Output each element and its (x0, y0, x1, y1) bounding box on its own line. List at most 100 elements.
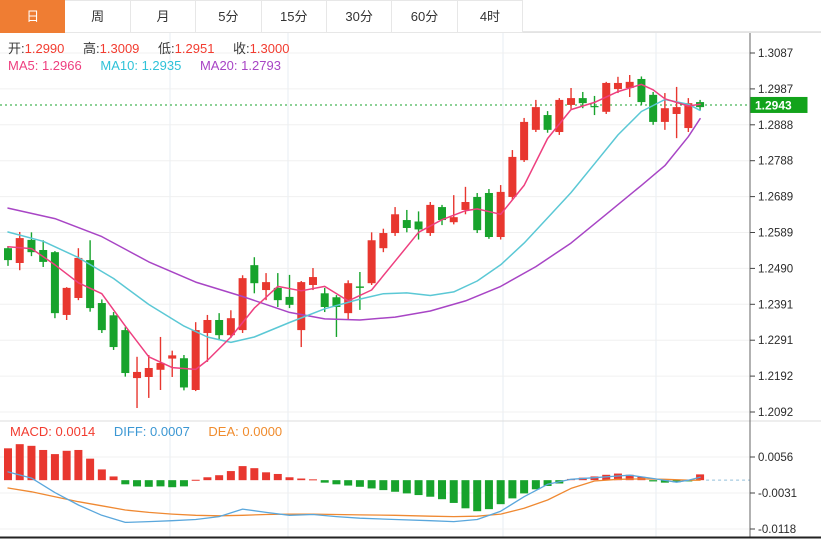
macd-histogram-bar (86, 458, 95, 481)
candle-body (320, 293, 329, 308)
candle-body (379, 233, 388, 249)
y-axis-label: -0.0031 (758, 488, 797, 500)
macd-histogram-bar (496, 480, 505, 505)
macd-histogram-bar (62, 450, 71, 481)
candle-body (308, 277, 317, 285)
y-axis-label: 1.2788 (758, 156, 793, 168)
macd-histogram-bar (273, 473, 282, 481)
candle-body (508, 156, 517, 197)
candle-body (426, 204, 435, 234)
candle-body (332, 297, 341, 308)
candle-body (625, 81, 634, 88)
open-label: 开: (8, 41, 25, 56)
ma20-value: 1.2793 (241, 58, 281, 73)
candle-body (191, 330, 200, 390)
ma10-value: 1.2935 (141, 58, 182, 73)
macd-histogram-bar (285, 477, 294, 481)
tab-day[interactable]: 日 (0, 0, 66, 33)
candle-body (484, 192, 493, 238)
candle-body (391, 214, 400, 234)
macd-histogram-bar (320, 480, 329, 483)
macd-histogram-bar (74, 449, 83, 481)
macd-histogram-bar (473, 480, 482, 512)
macd-histogram-bar (297, 478, 306, 481)
candle-body (62, 287, 71, 315)
tab-30min[interactable]: 30分 (326, 0, 393, 33)
candle-body (203, 319, 212, 333)
macd-histogram-bar (250, 468, 259, 481)
close-value: 1.3000 (249, 41, 290, 56)
macd-histogram-bar (121, 480, 130, 485)
tab-4hour[interactable]: 4时 (457, 0, 524, 33)
macd-histogram-bar (27, 445, 36, 481)
macd-histogram-bar (156, 480, 165, 487)
candle-body (414, 221, 423, 230)
candle-body (273, 287, 282, 301)
ma20-label: MA20: (199, 58, 238, 73)
period-tab-bar: 日 周 月 5分 15分 30分 60分 4时 (0, 0, 821, 33)
candle-body (613, 82, 622, 90)
tab-week[interactable]: 周 (65, 0, 131, 33)
tab-60min[interactable]: 60分 (392, 0, 458, 33)
macd-histogram-bar (426, 480, 435, 497)
macd-histogram-bar (238, 466, 247, 481)
y-axis-label: 1.2391 (758, 299, 793, 311)
y-axis-label: 1.2092 (758, 407, 793, 419)
tab-bar-filler (523, 0, 821, 32)
tab-month[interactable]: 月 (130, 0, 197, 33)
diff-value: 0.0007 (150, 424, 190, 439)
candle-body (285, 296, 294, 305)
ohlc-readout: 开:1.2990 高:1.3009 低:1.2951 收:1.3000 (8, 38, 304, 57)
ma10-label: MA10: (100, 58, 138, 73)
tab-5min[interactable]: 5分 (196, 0, 262, 33)
high-value: 1.3009 (99, 41, 140, 56)
macd-histogram-bar (461, 480, 470, 509)
candle-body (297, 282, 306, 331)
candle-body (449, 217, 458, 223)
candle-body (144, 367, 153, 378)
macd-histogram-bar (15, 444, 24, 481)
macd-histogram-bar (484, 480, 493, 510)
ma5-line (7, 83, 701, 371)
candle-body (520, 121, 529, 161)
diff-label: DIFF: (113, 424, 147, 439)
macd-histogram-bar (660, 480, 669, 483)
candle-body (86, 260, 95, 309)
y-axis-label: 1.3087 (758, 48, 793, 60)
macd-histogram-bar (332, 480, 341, 485)
y-axis-label: 1.2987 (758, 84, 793, 96)
y-axis-label: 1.2689 (758, 192, 793, 204)
y-axis-label: 1.2291 (758, 335, 793, 347)
y-axis-label: 0.0056 (758, 452, 793, 464)
candle-body (367, 240, 376, 284)
macd-histogram-bar (109, 476, 118, 481)
current-price-badge-text: 1.2943 (755, 98, 792, 112)
macd-histogram-bar (226, 471, 235, 481)
candle-body (555, 99, 564, 133)
y-axis-label: 1.2888 (758, 120, 793, 132)
candle-body (461, 202, 470, 210)
macd-histogram-bar (402, 480, 411, 494)
macd-histogram-bar (308, 479, 317, 481)
y-axis-label: -0.0118 (758, 524, 796, 536)
candle-body (262, 282, 271, 291)
candle-body (4, 248, 12, 261)
diff-line (7, 471, 701, 524)
macd-histogram-bar (215, 475, 224, 481)
candle-body (109, 315, 118, 348)
macd-histogram-bar (50, 454, 59, 481)
candle-body (250, 265, 259, 284)
tab-15min[interactable]: 15分 (261, 0, 327, 33)
macd-histogram-bar (613, 473, 622, 481)
ma20-line (7, 117, 701, 321)
candle-body (121, 330, 130, 374)
dea-value: 0.0000 (242, 424, 283, 439)
macd-histogram-bar (543, 480, 552, 486)
candle-body (74, 257, 83, 298)
candle-body (649, 94, 658, 122)
macd-histogram-bar (4, 448, 12, 481)
dea-label: DEA: (208, 424, 239, 439)
candle-body (660, 108, 669, 122)
macd-histogram-bar (379, 480, 388, 491)
